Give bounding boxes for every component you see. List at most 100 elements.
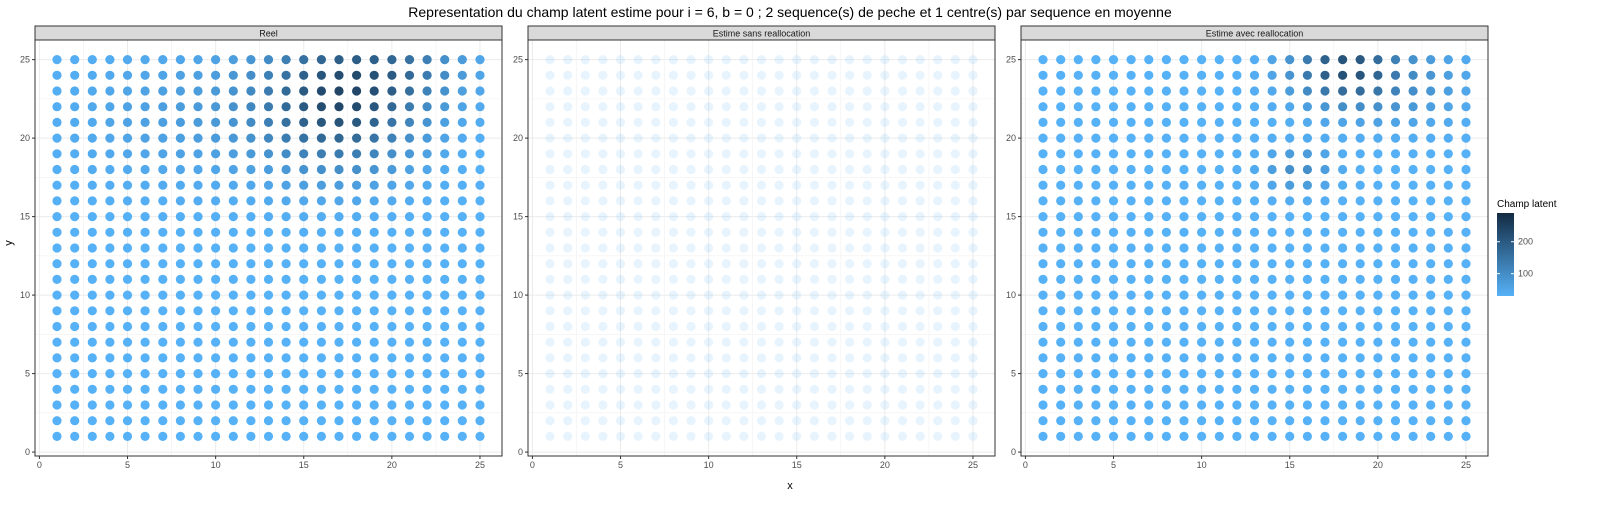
data-point <box>475 164 485 175</box>
data-point <box>404 369 415 379</box>
data-point <box>545 353 555 363</box>
data-point <box>281 431 291 441</box>
data-point <box>633 164 643 175</box>
data-point <box>756 243 767 253</box>
data-point <box>897 353 908 363</box>
data-point <box>1249 306 1260 316</box>
data-point <box>1126 196 1136 206</box>
data-point <box>827 86 837 96</box>
data-point <box>228 102 238 112</box>
data-point <box>105 321 115 332</box>
data-point <box>598 416 608 426</box>
data-point <box>1038 274 1048 284</box>
data-point <box>246 117 256 127</box>
data-point <box>52 306 62 316</box>
data-point <box>721 400 731 410</box>
data-point <box>422 180 432 190</box>
data-point <box>1249 353 1260 363</box>
data-point <box>950 431 960 441</box>
data-point <box>651 196 661 206</box>
data-point <box>1443 321 1453 332</box>
data-point <box>1267 149 1277 159</box>
data-point <box>1161 133 1171 143</box>
x-tick-label: 0 <box>530 460 535 470</box>
data-point <box>739 321 749 332</box>
data-point <box>1108 149 1119 159</box>
data-point <box>316 243 326 253</box>
data-point <box>334 431 344 441</box>
data-point <box>299 290 309 300</box>
data-point <box>668 369 679 379</box>
data-point <box>475 86 485 96</box>
data-point <box>193 55 203 65</box>
data-point <box>1214 353 1224 363</box>
data-point <box>862 180 872 190</box>
data-point <box>387 86 397 96</box>
data-point <box>1390 274 1401 284</box>
data-point <box>263 86 274 96</box>
data-point <box>457 306 467 316</box>
data-point <box>1302 164 1312 175</box>
data-point <box>299 102 309 112</box>
data-point <box>651 384 661 394</box>
data-point <box>545 274 555 284</box>
data-point <box>933 149 943 159</box>
data-point <box>668 70 679 80</box>
data-point <box>1232 55 1242 65</box>
data-point <box>70 180 80 190</box>
data-point <box>87 133 97 143</box>
data-point <box>369 369 379 379</box>
data-point <box>598 369 608 379</box>
data-point <box>668 400 679 410</box>
data-point <box>1073 259 1083 269</box>
data-point <box>228 86 238 96</box>
data-point <box>263 196 274 206</box>
data-point <box>1285 321 1295 332</box>
data-point <box>1161 306 1171 316</box>
data-point <box>1408 337 1418 347</box>
data-point <box>633 55 643 65</box>
data-point <box>845 431 855 441</box>
data-point <box>263 416 274 426</box>
data-point <box>475 102 485 112</box>
data-point <box>598 164 608 175</box>
data-point <box>422 337 432 347</box>
data-point <box>598 102 608 112</box>
data-point <box>704 259 714 269</box>
data-point <box>1038 212 1048 222</box>
data-point <box>1056 117 1066 127</box>
data-point <box>122 149 133 159</box>
data-point <box>1249 70 1260 80</box>
data-point <box>334 196 344 206</box>
data-point <box>1390 164 1401 175</box>
data-point <box>352 431 362 441</box>
data-point <box>686 306 696 316</box>
data-point <box>387 55 397 65</box>
data-point <box>1038 180 1048 190</box>
data-point <box>1390 243 1401 253</box>
data-point <box>774 55 784 65</box>
data-point <box>352 102 362 112</box>
data-point <box>950 400 960 410</box>
data-point <box>1126 102 1136 112</box>
data-point <box>721 164 731 175</box>
data-point <box>1161 180 1171 190</box>
data-point <box>1144 133 1154 143</box>
data-point <box>1355 227 1365 237</box>
panel-border <box>527 39 996 457</box>
data-point <box>1249 102 1260 112</box>
data-point <box>1267 274 1277 284</box>
data-point <box>1126 164 1136 175</box>
data-point <box>1161 196 1171 206</box>
data-point <box>774 196 784 206</box>
data-point <box>1249 164 1260 175</box>
data-point <box>1390 337 1401 347</box>
data-point <box>809 133 820 143</box>
data-point <box>827 70 837 80</box>
data-point <box>1073 102 1083 112</box>
data-point <box>651 70 661 80</box>
data-point <box>1108 353 1119 363</box>
data-point <box>422 164 432 175</box>
data-point <box>1108 117 1119 127</box>
